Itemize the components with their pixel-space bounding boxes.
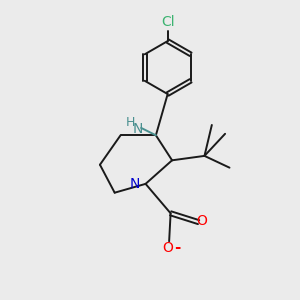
Text: N: N — [133, 122, 143, 136]
Text: H: H — [126, 116, 136, 128]
Text: O: O — [197, 214, 208, 228]
Text: Cl: Cl — [161, 15, 175, 29]
Text: O: O — [162, 241, 173, 255]
Text: N: N — [130, 177, 140, 191]
Text: -: - — [174, 240, 181, 255]
